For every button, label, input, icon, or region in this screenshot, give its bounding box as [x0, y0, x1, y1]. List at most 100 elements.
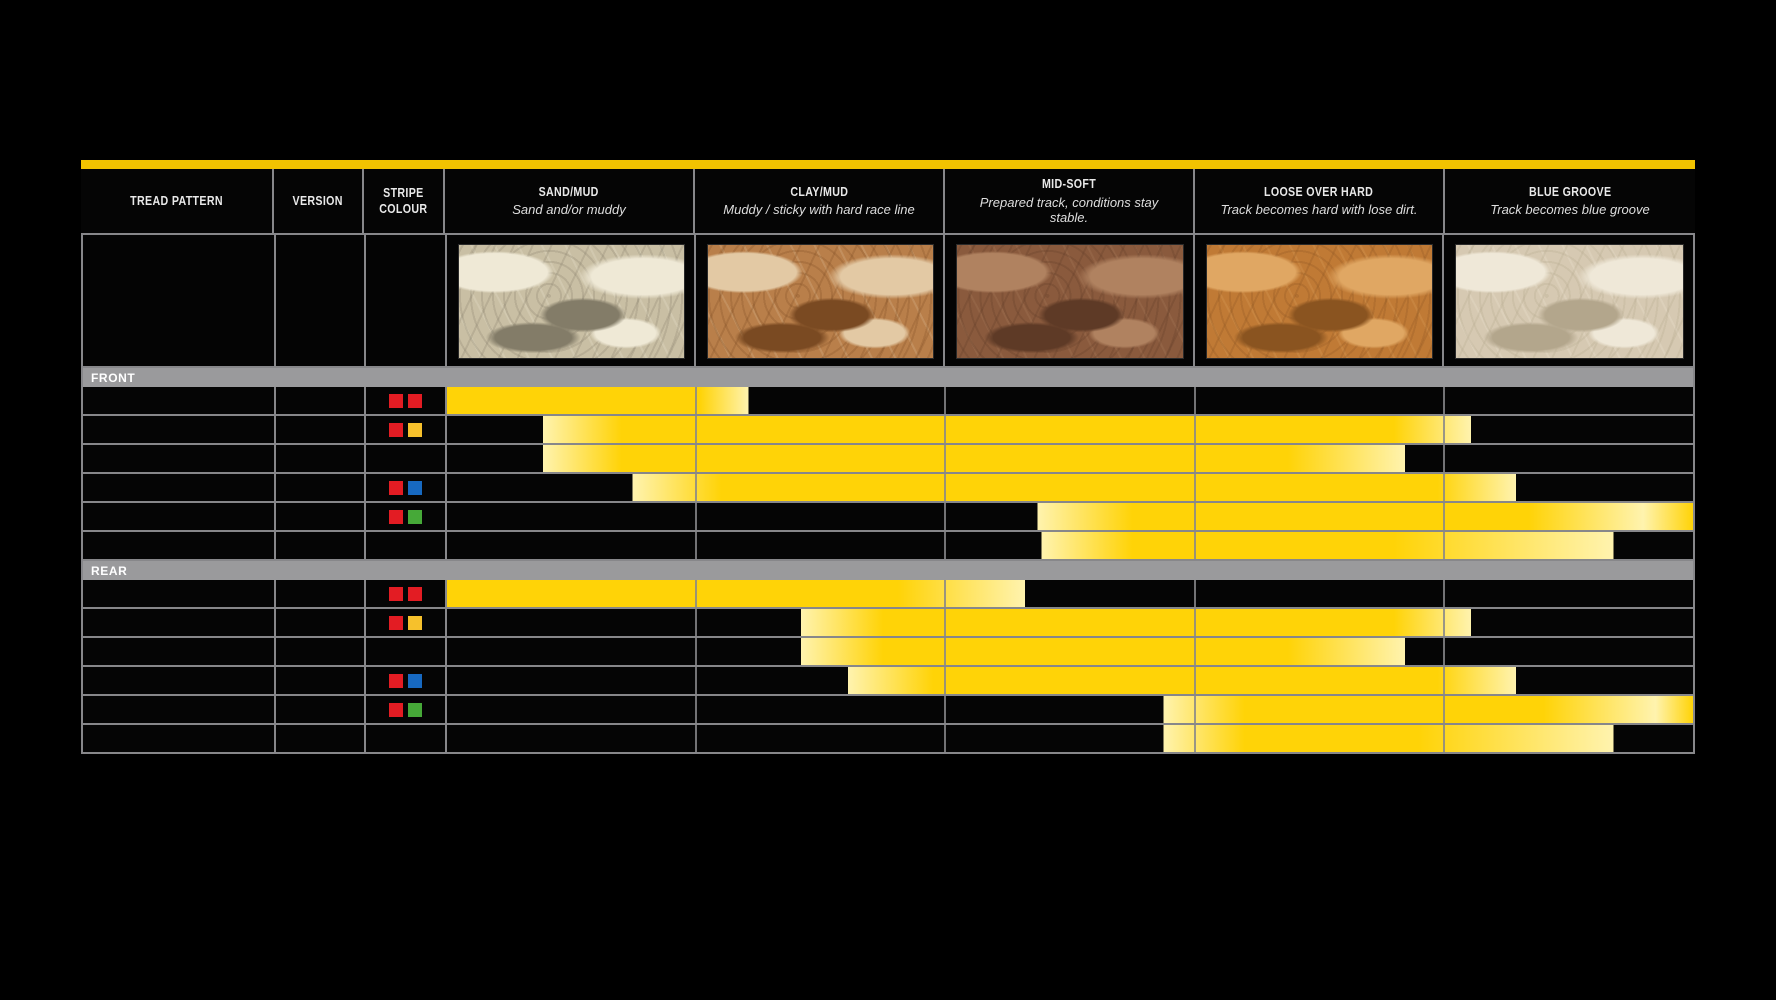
condition-range-cell	[447, 532, 1693, 559]
column-subtitle: Track becomes hard with lose dirt.	[1220, 202, 1418, 218]
column-separator	[1193, 580, 1196, 607]
column-separator	[944, 609, 947, 636]
stripe-swatch-green	[408, 702, 422, 717]
stripe-colour-cell	[366, 445, 447, 472]
column-separator	[695, 503, 698, 530]
column-separator	[1442, 416, 1445, 443]
section-band-front: FRONT	[83, 368, 1693, 387]
photo-cell-blue	[1443, 235, 1693, 366]
tread-pattern-cell	[83, 445, 276, 472]
condition-range-cell	[447, 609, 1693, 636]
table-row	[83, 503, 1693, 532]
stripe-colour-cell	[366, 696, 447, 723]
column-separator	[1442, 474, 1445, 501]
condition-range-bar	[447, 580, 1693, 607]
table-row	[83, 580, 1693, 609]
column-separator	[1193, 503, 1196, 530]
tread-pattern-cell	[83, 503, 276, 530]
condition-range-cell	[447, 667, 1693, 694]
column-separator	[944, 667, 947, 694]
tread-pattern-cell	[83, 667, 276, 694]
version-cell	[276, 609, 366, 636]
table-row	[83, 416, 1693, 445]
table-row	[83, 667, 1693, 696]
condition-range-bar	[447, 474, 1693, 501]
column-separator	[695, 416, 698, 443]
column-separator	[695, 696, 698, 723]
column-separator	[1442, 725, 1445, 752]
photo-cell-clay	[696, 235, 946, 366]
column-separator	[1442, 638, 1445, 665]
table-row	[83, 725, 1693, 752]
stripe-colour-cell	[366, 474, 447, 501]
column-separator	[1193, 696, 1196, 723]
column-separator	[1193, 416, 1196, 443]
version-cell	[276, 725, 366, 752]
condition-range-bar	[447, 638, 1693, 665]
table-row	[83, 387, 1693, 416]
stripe-colour-cell	[366, 638, 447, 665]
tread-pattern-cell	[83, 387, 276, 414]
tread-pattern-cell	[83, 580, 276, 607]
column-separator	[695, 580, 698, 607]
column-separator	[1193, 638, 1196, 665]
stripe-colour-cell	[366, 667, 447, 694]
column-separator	[1442, 580, 1445, 607]
column-separator	[1442, 503, 1445, 530]
stripe-colour-cell	[366, 387, 447, 414]
sand-terrain-photo	[458, 244, 686, 359]
stripe-swatch-red	[389, 393, 403, 408]
table-body: FRONT REAR	[81, 235, 1695, 754]
column-separator	[1442, 667, 1445, 694]
column-separator	[695, 445, 698, 472]
header-cell-loose: LOOSE OVER HARD Track becomes hard with l…	[1195, 169, 1445, 233]
table-row	[83, 696, 1693, 725]
column-separator	[944, 503, 947, 530]
column-separator	[695, 638, 698, 665]
column-separator	[695, 532, 698, 559]
table-row	[83, 532, 1693, 561]
stripe-colour-cell	[366, 532, 447, 559]
version-cell	[276, 416, 366, 443]
column-separator	[944, 580, 947, 607]
header-cell-clay: CLAY/MUD Muddy / sticky with hard race li…	[695, 169, 945, 233]
header-cell-midsoft: MID-SOFT Prepared track, conditions stay …	[945, 169, 1195, 233]
table-row	[83, 638, 1693, 667]
header-cell-sand: SAND/MUD Sand and/or muddy	[445, 169, 695, 233]
column-label: LOOSE OVER HARD	[1264, 184, 1374, 200]
blue-terrain-photo	[1454, 244, 1684, 359]
header-cell-stripe: STRIPE COLOUR	[364, 169, 445, 233]
condition-range-bar	[447, 387, 1693, 414]
condition-range-cell	[447, 696, 1693, 723]
condition-range-cell	[447, 474, 1693, 501]
column-subtitle: Sand and/or muddy	[512, 202, 626, 218]
header-cell-blue: BLUE GROOVE Track becomes blue groove	[1445, 169, 1695, 233]
column-separator	[944, 474, 947, 501]
stripe-swatch-red	[408, 586, 422, 601]
condition-range-cell	[447, 725, 1693, 752]
column-separator	[944, 445, 947, 472]
tread-pattern-cell	[83, 725, 276, 752]
condition-range-cell	[447, 416, 1693, 443]
column-separator	[944, 387, 947, 414]
stripe-colour-cell	[366, 725, 447, 752]
condition-range-bar	[447, 416, 1693, 443]
column-subtitle: Track becomes blue groove	[1490, 202, 1650, 218]
table-row	[83, 474, 1693, 503]
column-separator	[1193, 532, 1196, 559]
column-separator	[944, 638, 947, 665]
condition-range-bar	[447, 532, 1693, 559]
condition-range-bar	[447, 503, 1693, 530]
column-separator	[695, 667, 698, 694]
tread-pattern-cell	[83, 696, 276, 723]
column-separator	[1193, 387, 1196, 414]
stripe-colour-cell	[366, 609, 447, 636]
version-cell	[276, 532, 366, 559]
column-separator	[695, 387, 698, 414]
photo-cell-loose	[1194, 235, 1444, 366]
stripe-swatch-green	[408, 509, 422, 524]
column-separator	[695, 474, 698, 501]
column-separator	[1442, 696, 1445, 723]
column-separator	[1442, 532, 1445, 559]
